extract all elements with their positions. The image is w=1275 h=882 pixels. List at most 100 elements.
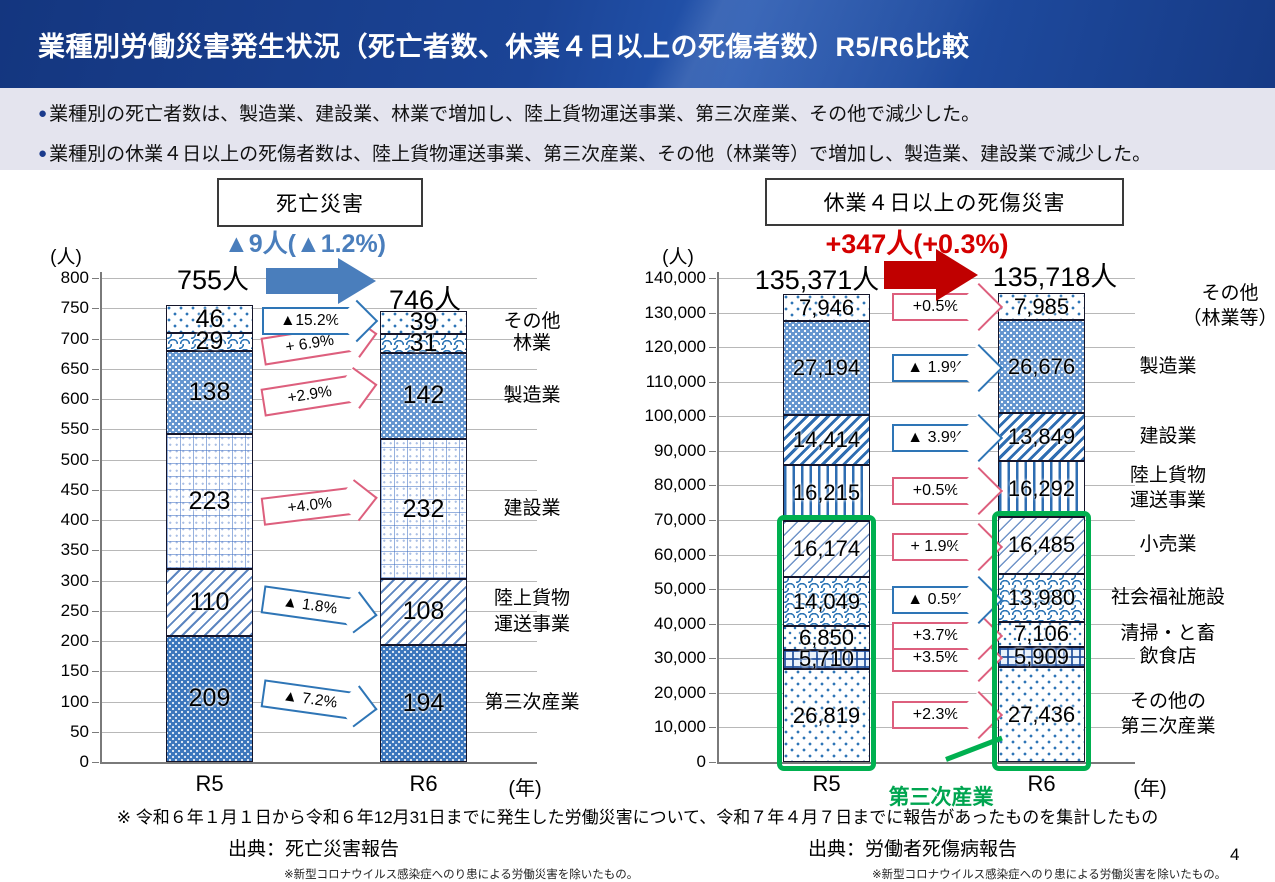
injury-ytick-label: 30,000 — [654, 648, 706, 668]
injury-segment-R6 — [998, 516, 1085, 574]
injury-value-label: 7,985 — [1013, 293, 1070, 319]
fatal-total-R5: 755人 — [176, 265, 250, 295]
injury-segment-R5 — [783, 321, 870, 416]
injury-category-label: その他の 第三次産業 — [1120, 690, 1216, 738]
injury-segment-R6 — [998, 573, 1085, 623]
fatal-value-label: 232 — [402, 494, 445, 523]
fatal-value-label: 209 — [188, 684, 231, 713]
injury-ytick-label: 120,000 — [644, 337, 706, 357]
fatal-ytick-label: 500 — [60, 449, 89, 469]
fatal-gridline — [100, 580, 537, 582]
fatal-gridline — [100, 429, 537, 431]
big-arrow-head — [338, 258, 376, 304]
reporting-period-note: ※ 令和６年１月１日から令和６年12月31日までに発生した労働災害について、令和… — [116, 808, 1159, 827]
fatal-ytick-label: 600 — [60, 389, 89, 408]
injury-total-R5: 135,371人 — [754, 265, 880, 295]
fatal-category-label: その他 — [503, 311, 561, 333]
injury-ytick-label: 130,000 — [644, 302, 706, 322]
fatal-axis-tick — [92, 308, 99, 310]
fatal-change-arrow-decrease: ▲15.2% — [262, 299, 379, 343]
injury-segment-R5 — [783, 577, 870, 626]
injury-change-label: +347人(+0.3%) — [825, 229, 1009, 259]
fatal-ytick-label: 150 — [60, 661, 89, 681]
injury-change-arrow-increase: +0.5% — [892, 466, 1004, 516]
injury-unit-label: (人) — [662, 247, 694, 268]
bullet-icon: ● — [38, 145, 48, 162]
fatal-category-label: 建設業 — [503, 498, 561, 520]
fatal-value-label: 142 — [402, 381, 445, 410]
fatal-axis-tick — [92, 520, 99, 521]
fatal-gridline — [100, 731, 537, 733]
fatal-segment-R6 — [380, 334, 467, 353]
injury-ytick-label: 60,000 — [654, 544, 706, 564]
fatal-gridline — [100, 459, 537, 461]
fatal-ytick-label: 50 — [70, 721, 89, 741]
injury-axis-tick — [709, 762, 716, 763]
injury-value-label: 16,174 — [792, 536, 861, 562]
fatal-x-axis-unit: (年) — [508, 778, 542, 800]
injury-axis-tick — [709, 347, 716, 349]
injury-ytick-label: 20,000 — [654, 682, 706, 702]
source-fatal: 出典：死亡災害報告 — [228, 839, 400, 860]
injury-ytick-label: 50,000 — [654, 579, 706, 599]
fatal-y-axis — [100, 272, 102, 762]
injury-axis-tick — [709, 416, 716, 418]
injury-value-label: 6,850 — [798, 624, 855, 650]
fatal-xtick-R5: R5 — [195, 771, 224, 796]
fatal-total-change-arrow-icon — [266, 258, 376, 304]
injury-value-label: 26,819 — [792, 702, 861, 728]
injury-value-label: 14,049 — [792, 588, 861, 614]
fatal-change-label: ▲9人(▲1.2%) — [223, 230, 387, 258]
fatal-value-label: 138 — [188, 377, 231, 406]
fatal-value-label: 110 — [189, 587, 230, 616]
big-arrow-head — [936, 249, 978, 301]
injury-x-axis-unit: (年) — [1133, 778, 1167, 800]
injury-value-label: 27,436 — [1007, 701, 1076, 727]
fatal-gridline — [100, 550, 537, 552]
fatal-unit-label: (人) — [50, 247, 82, 268]
injury-change-arrow-increase: +3.7% — [892, 612, 1004, 661]
fatal-axis-tick — [92, 278, 99, 279]
fatal-segment-R5 — [166, 569, 253, 636]
injury-axis-tick — [709, 589, 716, 591]
fatal-ytick-label: 0 — [79, 752, 89, 771]
big-arrow-body — [266, 268, 338, 294]
injury-x-axis — [717, 762, 1135, 764]
fatal-axis-tick — [92, 641, 99, 642]
fatal-gridline — [100, 641, 537, 642]
injury-axis-tick — [709, 381, 716, 383]
fatal-xtick-R6: R6 — [409, 771, 438, 796]
fatal-segment-R6 — [380, 310, 467, 335]
injury-xtick-R6: R6 — [1027, 771, 1056, 796]
injury-axis-tick — [709, 520, 716, 521]
fatal-value-label: 194 — [402, 688, 445, 717]
fatal-ytick-label: 550 — [60, 419, 89, 439]
fatal-axis-tick — [92, 762, 99, 763]
injury-axis-tick — [709, 278, 716, 279]
covid-note-left: ※新型コロナウイルス感染症へのり患による労働災害を除いたもの。 — [284, 869, 639, 881]
fatal-segment-R5 — [166, 434, 253, 569]
injury-category-label: 陸上貨物 運送事業 — [1129, 464, 1206, 512]
injury-category-label: その他 （林業等） — [1182, 282, 1275, 330]
injury-category-label: 飲食店 — [1139, 645, 1197, 667]
covid-note-right: ※新型コロナウイルス感染症へのり患による労働災害を除いたもの。 — [872, 869, 1227, 881]
injury-total-change-arrow-icon — [884, 249, 978, 301]
fatal-category-label: 製造業 — [503, 384, 561, 406]
fatal-axis-tick — [92, 731, 99, 733]
title-bar: 業種別労働災害発生状況（死亡者数、休業４日以上の死傷者数）R5/R6比較 — [0, 0, 1275, 88]
page-number: 4 — [1230, 845, 1240, 864]
injury-value-label: 27,194 — [792, 355, 861, 381]
fatal-segment-R5 — [166, 305, 253, 334]
fatal-segment-R5 — [166, 635, 253, 762]
injury-value-label: 16,485 — [1007, 532, 1076, 558]
fatal-value-label: 46 — [195, 304, 224, 333]
injury-gridline — [717, 381, 1135, 383]
fatal-gridline — [100, 520, 537, 521]
injury-ytick-label: 0 — [696, 752, 706, 771]
fatal-segment-R5 — [166, 333, 253, 351]
fatal-axis-tick — [92, 368, 99, 370]
fatal-x-axis — [100, 762, 537, 764]
injury-value-label: 7,106 — [1013, 621, 1070, 647]
injury-change-arrow-increase: + 1.9% — [892, 523, 1004, 572]
